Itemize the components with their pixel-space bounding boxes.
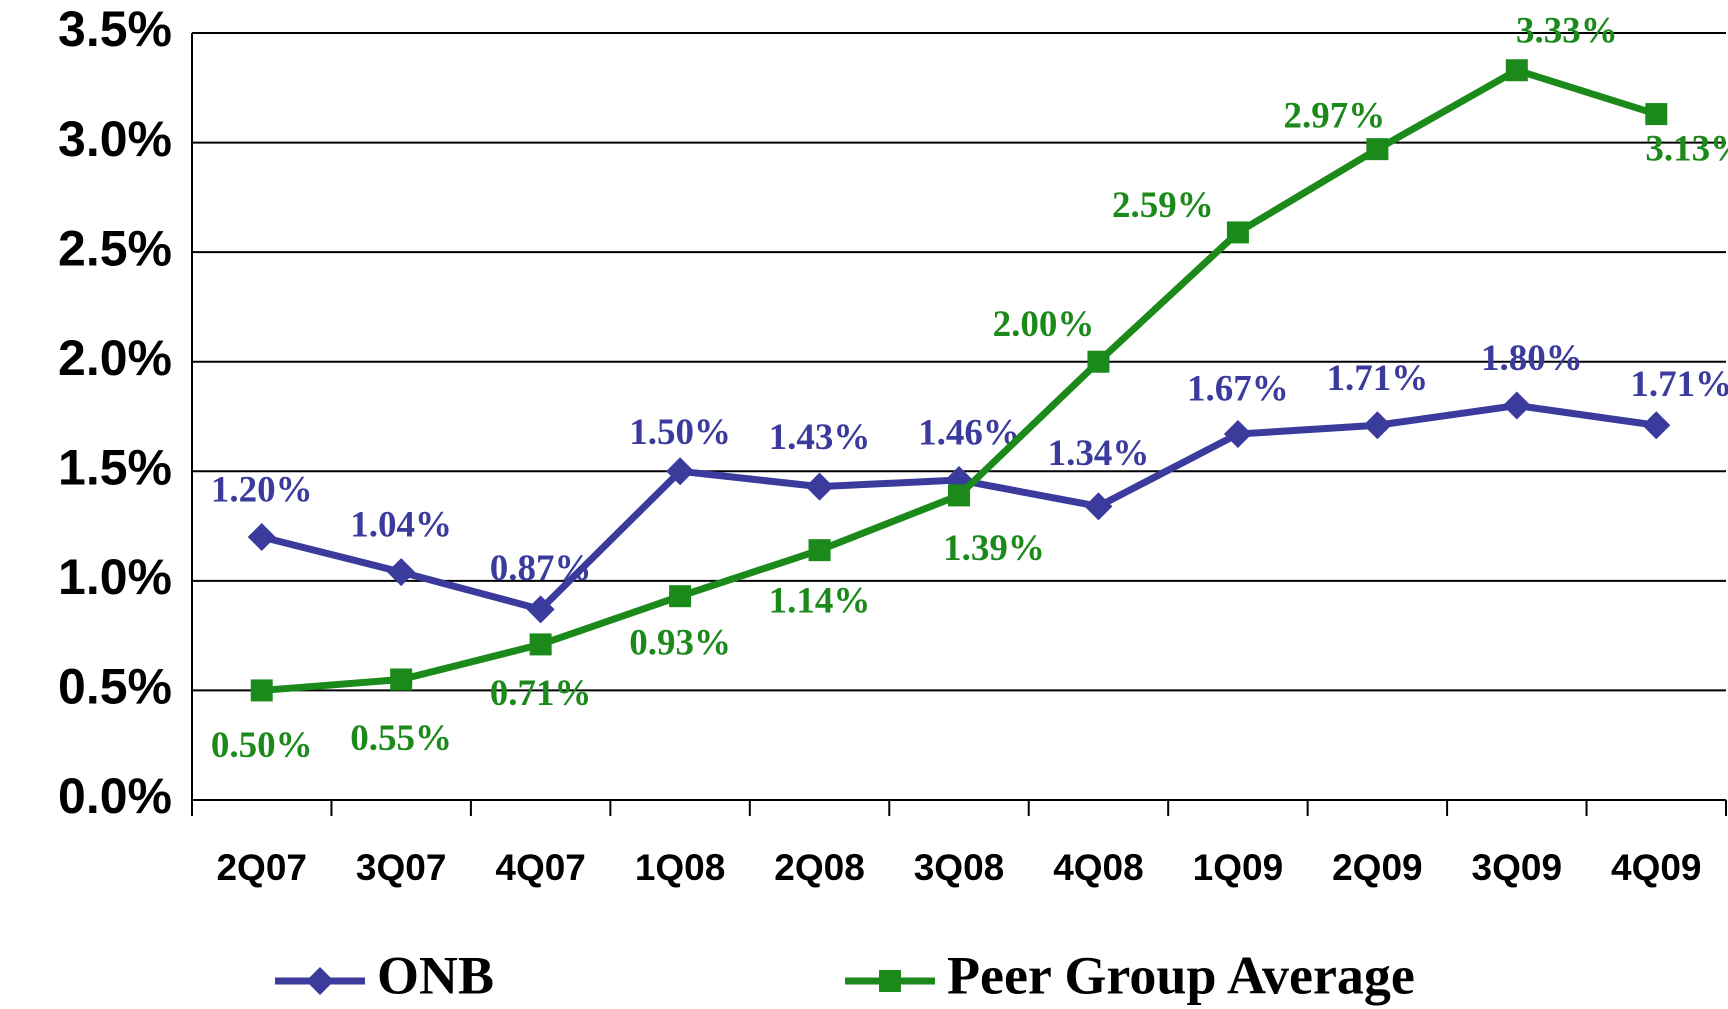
data-label: 1.39% bbox=[943, 528, 1045, 569]
x-tick-label: 1Q09 bbox=[1193, 847, 1284, 888]
legend-item: ONB bbox=[275, 945, 494, 1005]
x-tick-label: 3Q07 bbox=[356, 847, 447, 888]
marker bbox=[526, 595, 555, 624]
series-line bbox=[261, 66, 1658, 694]
marker bbox=[250, 679, 273, 702]
marker bbox=[1645, 103, 1668, 126]
x-tick-label: 1Q08 bbox=[635, 847, 726, 888]
legend-item: Peer Group Average bbox=[845, 945, 1415, 1005]
legend-label: Peer Group Average bbox=[947, 945, 1415, 1005]
data-label: 0.93% bbox=[629, 623, 731, 664]
data-label: 0.87% bbox=[490, 548, 592, 589]
marker bbox=[1366, 138, 1389, 161]
legend-marker bbox=[306, 967, 334, 995]
legend-label: ONB bbox=[377, 945, 494, 1005]
marker bbox=[247, 523, 276, 552]
x-tick-label: 4Q07 bbox=[495, 847, 586, 888]
marker bbox=[1642, 411, 1671, 440]
marker bbox=[1223, 420, 1252, 449]
y-tick-label: 2.0% bbox=[58, 330, 172, 386]
marker bbox=[666, 457, 695, 486]
marker bbox=[808, 539, 831, 562]
marker bbox=[390, 668, 413, 691]
marker bbox=[805, 472, 834, 501]
y-tick-label: 0.0% bbox=[58, 768, 172, 824]
data-label: 0.71% bbox=[490, 673, 592, 714]
x-tick-label: 2Q09 bbox=[1332, 847, 1423, 888]
data-label: 0.55% bbox=[350, 718, 452, 759]
data-label: 1.20% bbox=[211, 470, 313, 511]
y-tick-label: 0.5% bbox=[58, 659, 172, 715]
x-tick-label: 4Q08 bbox=[1053, 847, 1144, 888]
marker bbox=[1502, 391, 1531, 420]
x-tick-label: 4Q09 bbox=[1611, 847, 1702, 888]
data-label: 1.71% bbox=[1326, 358, 1428, 399]
data-label: 0.50% bbox=[211, 725, 313, 766]
series: 1.20% 1.04% 0.87% 1.50% 1.43% 1.46% 1.34% 1.67%… bbox=[211, 338, 1728, 624]
y-tick-label: 3.5% bbox=[58, 1, 172, 57]
marker bbox=[1363, 411, 1392, 440]
data-label: 1.04% bbox=[350, 505, 452, 546]
marker bbox=[1084, 492, 1113, 521]
data-label: 1.50% bbox=[629, 412, 731, 453]
legend-marker bbox=[879, 970, 901, 992]
marker bbox=[1505, 59, 1528, 82]
x-tick-label: 2Q07 bbox=[216, 847, 307, 888]
data-label: 3.13% bbox=[1645, 129, 1728, 170]
data-label: 1.80% bbox=[1481, 338, 1583, 379]
data-label: 2.00% bbox=[993, 304, 1095, 345]
marker bbox=[529, 633, 552, 656]
y-tick-label: 2.5% bbox=[58, 220, 172, 276]
y-tick-label: 3.0% bbox=[58, 111, 172, 167]
data-label: 1.43% bbox=[769, 417, 871, 458]
data-label: 1.67% bbox=[1187, 369, 1289, 410]
marker bbox=[1226, 221, 1249, 244]
marker bbox=[948, 484, 970, 507]
y-tick-label: 1.0% bbox=[58, 549, 172, 605]
data-label: 1.71% bbox=[1630, 364, 1728, 405]
data-label: 1.46% bbox=[918, 413, 1020, 454]
data-label: 1.34% bbox=[1048, 433, 1150, 474]
series: 0.50% 0.55% 0.71% 0.93% 1.14% 1.39% 2.00% 2.59%… bbox=[211, 11, 1728, 766]
data-label: 2.59% bbox=[1112, 185, 1214, 226]
data-label: 1.14% bbox=[769, 581, 871, 622]
data-label: 2.97% bbox=[1283, 96, 1385, 137]
x-tick-label: 3Q08 bbox=[914, 847, 1005, 888]
marker bbox=[669, 585, 692, 608]
marker bbox=[387, 558, 416, 587]
data-label: 3.33% bbox=[1516, 11, 1618, 52]
x-tick-label: 3Q09 bbox=[1472, 847, 1563, 888]
marker bbox=[1087, 350, 1110, 373]
y-tick-label: 1.5% bbox=[58, 439, 172, 495]
x-tick-label: 2Q08 bbox=[774, 847, 865, 888]
